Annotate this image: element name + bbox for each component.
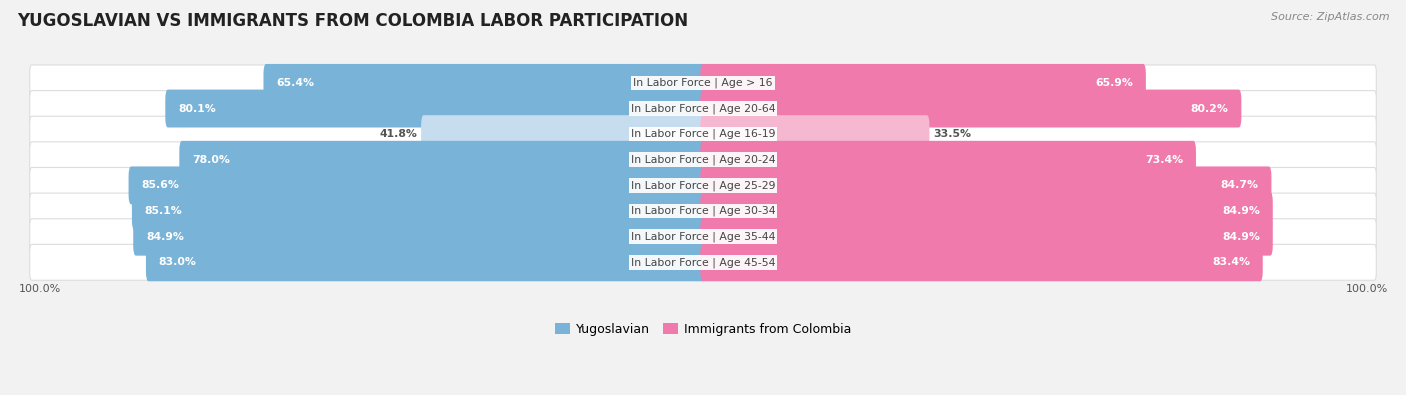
FancyBboxPatch shape	[30, 142, 1376, 178]
Text: In Labor Force | Age 30-34: In Labor Force | Age 30-34	[631, 206, 775, 216]
FancyBboxPatch shape	[700, 218, 1272, 256]
Text: In Labor Force | Age 35-44: In Labor Force | Age 35-44	[631, 231, 775, 242]
Text: 100.0%: 100.0%	[1346, 284, 1388, 294]
FancyBboxPatch shape	[30, 245, 1376, 280]
FancyBboxPatch shape	[30, 193, 1376, 229]
FancyBboxPatch shape	[700, 90, 1241, 128]
Text: 84.9%: 84.9%	[1222, 206, 1260, 216]
FancyBboxPatch shape	[30, 167, 1376, 203]
Text: 83.0%: 83.0%	[159, 257, 197, 267]
Text: 80.1%: 80.1%	[179, 103, 215, 113]
Text: 78.0%: 78.0%	[193, 155, 231, 165]
FancyBboxPatch shape	[30, 116, 1376, 152]
Text: 84.9%: 84.9%	[1222, 232, 1260, 242]
FancyBboxPatch shape	[422, 115, 706, 153]
Text: 85.1%: 85.1%	[145, 206, 183, 216]
FancyBboxPatch shape	[700, 64, 1146, 102]
FancyBboxPatch shape	[166, 90, 706, 128]
Text: 41.8%: 41.8%	[380, 129, 418, 139]
Text: 83.4%: 83.4%	[1212, 257, 1250, 267]
FancyBboxPatch shape	[700, 166, 1271, 204]
Legend: Yugoslavian, Immigrants from Colombia: Yugoslavian, Immigrants from Colombia	[550, 318, 856, 341]
FancyBboxPatch shape	[132, 192, 706, 230]
Text: 80.2%: 80.2%	[1191, 103, 1229, 113]
Text: In Labor Force | Age 25-29: In Labor Force | Age 25-29	[631, 180, 775, 191]
FancyBboxPatch shape	[180, 141, 706, 179]
FancyBboxPatch shape	[30, 90, 1376, 126]
FancyBboxPatch shape	[263, 64, 706, 102]
FancyBboxPatch shape	[128, 166, 706, 204]
FancyBboxPatch shape	[146, 243, 706, 281]
FancyBboxPatch shape	[700, 141, 1197, 179]
Text: 65.9%: 65.9%	[1095, 78, 1133, 88]
FancyBboxPatch shape	[30, 65, 1376, 101]
Text: YUGOSLAVIAN VS IMMIGRANTS FROM COLOMBIA LABOR PARTICIPATION: YUGOSLAVIAN VS IMMIGRANTS FROM COLOMBIA …	[17, 12, 688, 30]
Text: In Labor Force | Age 20-24: In Labor Force | Age 20-24	[631, 154, 775, 165]
Text: 33.5%: 33.5%	[934, 129, 972, 139]
FancyBboxPatch shape	[700, 115, 929, 153]
Text: 84.7%: 84.7%	[1220, 181, 1258, 190]
FancyBboxPatch shape	[700, 192, 1272, 230]
Text: In Labor Force | Age 20-64: In Labor Force | Age 20-64	[631, 103, 775, 114]
Text: In Labor Force | Age 16-19: In Labor Force | Age 16-19	[631, 129, 775, 139]
Text: Source: ZipAtlas.com: Source: ZipAtlas.com	[1271, 12, 1389, 22]
Text: 65.4%: 65.4%	[276, 78, 314, 88]
Text: 100.0%: 100.0%	[18, 284, 60, 294]
Text: 85.6%: 85.6%	[141, 181, 179, 190]
FancyBboxPatch shape	[700, 243, 1263, 281]
Text: 84.9%: 84.9%	[146, 232, 184, 242]
FancyBboxPatch shape	[134, 218, 706, 256]
Text: In Labor Force | Age > 16: In Labor Force | Age > 16	[633, 78, 773, 88]
Text: 73.4%: 73.4%	[1144, 155, 1184, 165]
FancyBboxPatch shape	[30, 219, 1376, 255]
Text: In Labor Force | Age 45-54: In Labor Force | Age 45-54	[631, 257, 775, 267]
